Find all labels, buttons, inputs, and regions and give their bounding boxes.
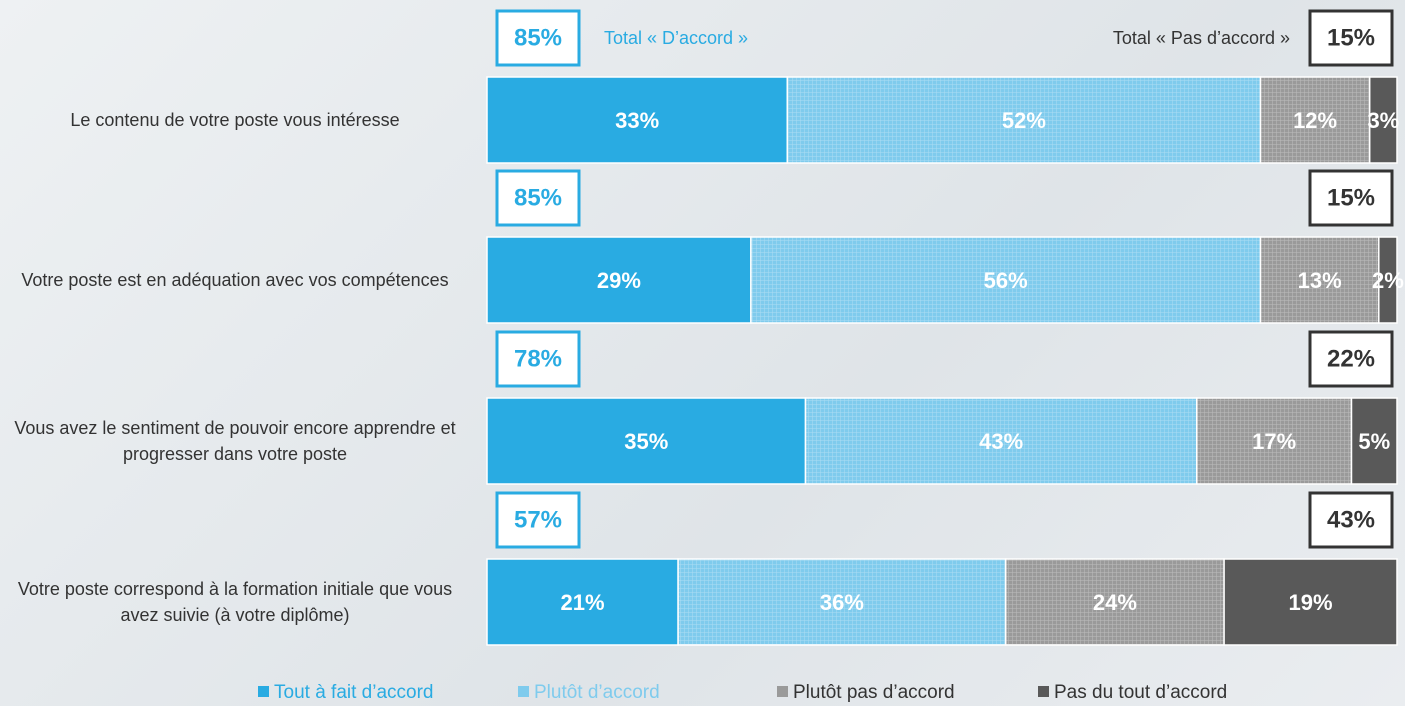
total-label: 15% — [1327, 184, 1375, 211]
total-box — [495, 169, 581, 227]
total-box — [1308, 9, 1394, 67]
data-label: 5% — [1358, 429, 1390, 454]
bar-pattern — [1196, 398, 1352, 484]
bar-pattern — [1260, 237, 1379, 323]
bar-segment — [486, 558, 679, 646]
data-label: 29% — [597, 268, 641, 293]
data-label: 33% — [615, 108, 659, 133]
category-label: Votre poste est en adéquation avec vos c… — [21, 270, 449, 290]
bar-pattern — [805, 398, 1197, 484]
total-box — [1308, 491, 1394, 549]
legend-swatch — [777, 686, 788, 697]
data-label: 52% — [1002, 108, 1046, 133]
data-label: 24% — [1093, 590, 1137, 615]
bar-segment — [1378, 236, 1398, 324]
total-label: 85% — [514, 24, 562, 51]
bar-pattern — [1005, 559, 1225, 645]
total-label: 43% — [1327, 506, 1375, 533]
category-label: Votre poste correspond à la formation in… — [17, 579, 453, 625]
data-label: 56% — [984, 268, 1028, 293]
total-box — [1308, 330, 1394, 388]
legend-swatch — [518, 686, 529, 697]
legend-swatch — [1038, 686, 1049, 697]
bar-pattern — [787, 77, 1261, 163]
bar-segment — [1368, 76, 1398, 164]
legend-label: Tout à fait d’accord — [274, 682, 433, 703]
bar-segment — [486, 76, 789, 164]
bar-pattern — [750, 237, 1261, 323]
total-label: 85% — [514, 184, 562, 211]
total-box — [1308, 169, 1394, 227]
data-label: 3% — [1367, 108, 1399, 133]
data-label: 21% — [561, 590, 605, 615]
category-label: Le contenu de votre poste vous intéresse — [70, 110, 400, 130]
total-box — [495, 9, 581, 67]
legend-label: Plutôt d’accord — [534, 682, 660, 703]
data-label: 12% — [1293, 108, 1337, 133]
bar-pattern — [678, 559, 1006, 645]
total-label: 22% — [1327, 345, 1375, 372]
total-label: 57% — [514, 506, 562, 533]
total-box — [495, 491, 581, 549]
legend-label: Pas du tout d’accord — [1054, 682, 1227, 703]
total-name: Total « D’accord » — [604, 28, 748, 48]
total-name: Total « Pas d’accord » — [1113, 28, 1290, 48]
legend-label: Plutôt pas d’accord — [793, 682, 955, 703]
total-label: 15% — [1327, 24, 1375, 51]
data-label: 35% — [624, 429, 668, 454]
data-label: 36% — [820, 590, 864, 615]
data-label: 43% — [979, 429, 1023, 454]
bar-segment — [486, 236, 752, 324]
data-label: 19% — [1289, 590, 1333, 615]
data-label: 17% — [1252, 429, 1296, 454]
bar-segment — [1223, 558, 1398, 646]
bar-segment — [1350, 397, 1398, 485]
total-label: 78% — [514, 345, 562, 372]
data-label: 2% — [1372, 268, 1404, 293]
total-box — [495, 330, 581, 388]
legend-swatch — [258, 686, 269, 697]
bar-pattern — [1260, 77, 1370, 163]
bar-segment — [486, 397, 807, 485]
data-label: 13% — [1298, 268, 1342, 293]
category-label: Vous avez le sentiment de pouvoir encore… — [14, 418, 456, 464]
